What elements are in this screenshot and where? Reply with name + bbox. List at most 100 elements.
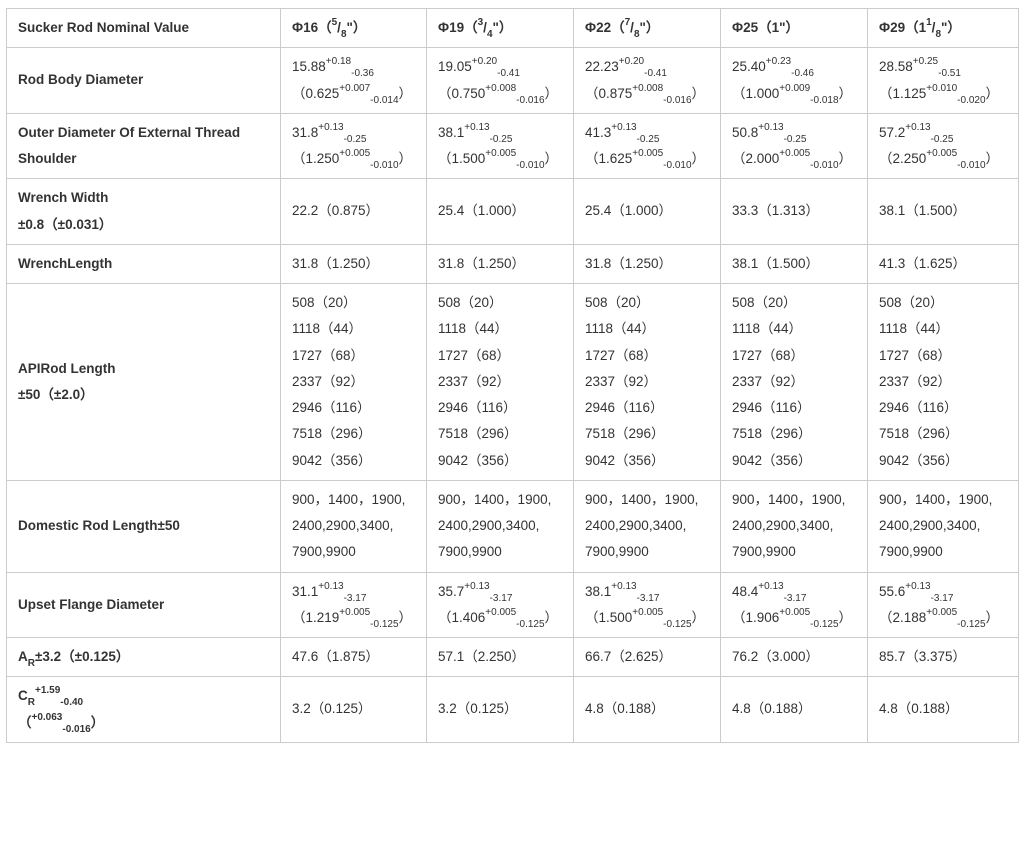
cell-line: Upset Flange Diameter xyxy=(18,596,165,612)
cell-line: 41.3（1.625） xyxy=(879,255,967,271)
table-row: Domestic Rod Length±50 900，1400，1900, 2400… xyxy=(6,479,1019,573)
cell-line: 76.2（3.000） xyxy=(732,649,820,664)
cell-line: 900，1400，1900, xyxy=(879,491,993,507)
cell-line: 31.1+0.13-3.17 xyxy=(292,580,367,604)
table-cell: 35.7+0.13-3.17 （1.406+0.005-0.125） xyxy=(426,571,574,638)
table-cell: 50.8+0.13-0.25 （2.000+0.005-0.010） xyxy=(720,112,868,180)
cell-line: 2400,2900,3400, xyxy=(879,518,981,533)
table-row: Upset Flange Diameter 31.1+0.13-3.17 （1.21… xyxy=(6,571,1019,638)
cell-line: 31.8+0.13-0.25 xyxy=(292,121,367,145)
table-cell: 33.3（1.313） xyxy=(720,178,868,245)
cell-line: Domestic Rod Length±50 xyxy=(18,518,180,533)
row-label: Wrench Width ±0.8（±0.031） xyxy=(6,178,281,245)
cell-line: 9042（356） xyxy=(879,452,959,468)
table-cell: 31.1+0.13-3.17 （1.219+0.005-0.125） xyxy=(280,571,427,638)
table-cell: 57.2+0.13-0.25 （2.250+0.005-0.010） xyxy=(867,112,1019,180)
cell-line: 7518（296） xyxy=(438,426,518,442)
cell-line: 900，1400，1900, xyxy=(292,491,406,507)
cell-line: 900，1400，1900, xyxy=(438,491,552,507)
cell-line: 900，1400，1900, xyxy=(585,491,699,507)
cell-line: 3.2（0.125） xyxy=(292,701,372,717)
row-label: Upset Flange Diameter xyxy=(6,571,281,638)
cell-line: 2337（92） xyxy=(292,373,365,389)
cell-line: 25.4（1.000） xyxy=(585,203,673,219)
cell-line: 1727（68） xyxy=(732,347,805,363)
row-label: Outer Diameter Of External Thread Shoulde… xyxy=(6,112,281,180)
cell-line: Outer Diameter Of External Thread xyxy=(18,124,241,140)
table-cell: 25.4（1.000） xyxy=(426,178,574,245)
table-cell: 508（20） 1118（44） 1727（68） 2337（92） 2946（116）… xyxy=(426,283,574,481)
cell-line: Φ16（5/8"） xyxy=(292,17,367,40)
column-header: Φ29（11/8"） xyxy=(867,7,1019,49)
cell-line: 1118（44） xyxy=(879,321,950,337)
cell-line: 38.1+0.13-3.17 xyxy=(585,580,660,604)
cell-line: 2337（92） xyxy=(438,373,511,389)
table-cell: 19.05+0.20-0.41 （0.750+0.008-0.016） xyxy=(426,47,574,114)
cell-line: 1727（68） xyxy=(438,347,511,363)
cell-line: 19.05+0.20-0.41 xyxy=(438,56,520,80)
cell-line: 1118（44） xyxy=(585,321,656,337)
cell-line: 25.40+0.23-0.46 xyxy=(732,56,814,80)
cell-line: 35.7+0.13-3.17 xyxy=(438,580,513,604)
cell-line: 31.8（1.250） xyxy=(585,255,673,271)
cell-line: CR+1.59-0.40 xyxy=(18,685,84,709)
cell-line: 4.8（0.188） xyxy=(879,701,959,717)
row-label: Domestic Rod Length±50 xyxy=(6,479,281,573)
cell-line: 41.3+0.13-0.25 xyxy=(585,121,660,145)
cell-line: 9042（356） xyxy=(438,452,518,468)
cell-line: 57.1（2.250） xyxy=(438,649,526,664)
cell-line: 55.6+0.13-3.17 xyxy=(879,580,954,604)
cell-line: 1727（68） xyxy=(879,347,952,363)
table-cell: 3.2（0.125） xyxy=(280,676,427,743)
cell-line: Rod Body Diameter xyxy=(18,72,144,88)
cell-line: 7518（296） xyxy=(732,426,812,442)
row-label: APIRod Length ±50（±2.0） xyxy=(6,283,281,481)
cell-line: （1.250+0.005-0.010） xyxy=(292,148,413,171)
cell-line: （2.250+0.005-0.010） xyxy=(879,148,1000,171)
cell-line: （1.125+0.010-0.020） xyxy=(879,82,1000,106)
sucker-rod-spec-table: Sucker Rod Nominal Value Φ16（5/8"） Φ19（3/4… xyxy=(6,7,1019,743)
table-cell: 31.8+0.13-0.25 （1.250+0.005-0.010） xyxy=(280,112,427,180)
row-label: WrenchLength xyxy=(6,243,281,285)
cell-line: 7900,9900 xyxy=(438,544,502,560)
cell-line: WrenchLength xyxy=(18,255,113,271)
cell-line: 7518（296） xyxy=(879,426,959,442)
column-header: Φ19（3/4"） xyxy=(426,7,574,49)
cell-line: 7518（296） xyxy=(292,426,372,442)
cell-line: 85.7（3.375） xyxy=(879,649,967,664)
table-cell: 31.8（1.250） xyxy=(426,243,574,285)
cell-line: 1118（44） xyxy=(732,321,803,337)
table-cell: 38.1（1.500） xyxy=(720,243,868,285)
cell-line: 2946（116） xyxy=(879,400,958,415)
cell-line: 2400,2900,3400, xyxy=(732,518,834,533)
cell-line: （1.000+0.009-0.018） xyxy=(732,82,853,106)
cell-line: Φ25（1"） xyxy=(732,20,800,35)
cell-line: （2.000+0.005-0.010） xyxy=(732,148,853,171)
cell-line: Φ19（3/4"） xyxy=(438,17,513,40)
row-header-title: Sucker Rod Nominal Value xyxy=(6,7,281,49)
cell-line: （1.906+0.005-0.125） xyxy=(732,606,853,630)
cell-line: 33.3（1.313） xyxy=(732,203,820,219)
table-cell: 38.1+0.13-3.17 （1.500+0.005-0.125） xyxy=(573,571,721,638)
column-header: Φ25（1"） xyxy=(720,7,868,49)
cell-line: 9042（356） xyxy=(292,452,372,468)
page: Sucker Rod Nominal Value Φ16（5/8"） Φ19（3/4… xyxy=(6,7,1019,743)
table-cell: 57.1（2.250） xyxy=(426,636,574,678)
cell-line: 508（20） xyxy=(585,295,650,310)
table-cell: 31.8（1.250） xyxy=(573,243,721,285)
row-label: AR±3.2（±0.125） xyxy=(6,636,281,678)
cell-line: 9042（356） xyxy=(585,452,665,468)
table-cell: 31.8（1.250） xyxy=(280,243,427,285)
table-cell: 4.8（0.188） xyxy=(867,676,1019,743)
cell-line: 28.58+0.25-0.51 xyxy=(879,56,961,80)
cell-line: 1727（68） xyxy=(585,347,658,363)
cell-line: 2400,2900,3400, xyxy=(438,518,540,533)
cell-line: 50.8+0.13-0.25 xyxy=(732,121,807,145)
cell-line: 9042（356） xyxy=(732,452,812,468)
cell-line: ±50（±2.0） xyxy=(18,386,94,402)
cell-line: （0.625+0.007-0.014） xyxy=(292,82,413,106)
cell-line: 7900,9900 xyxy=(292,544,356,560)
cell-line: 38.1（1.500） xyxy=(879,203,967,219)
cell-line: 508（20） xyxy=(438,295,503,310)
table-cell: 4.8（0.188） xyxy=(573,676,721,743)
